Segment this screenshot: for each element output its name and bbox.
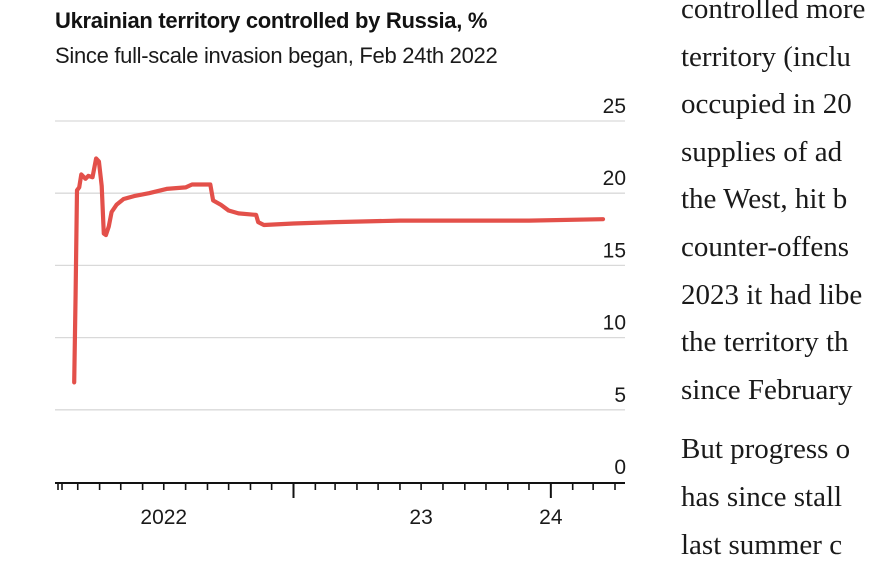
article-paragraph-1-line: the territory th bbox=[681, 326, 849, 359]
gridlines bbox=[55, 120, 625, 411]
article-paragraph-1-line: since February bbox=[681, 373, 853, 406]
chart-title: Ukrainian territory controlled by Russia… bbox=[55, 8, 488, 33]
y-tick-label: 0 bbox=[614, 456, 626, 479]
y-tick-label: 10 bbox=[603, 312, 626, 335]
x-tick-label: 24 bbox=[539, 506, 563, 529]
article-text: controlled more territory (inclu occupied … bbox=[681, 0, 873, 581]
article-paragraph-1-line: occupied in 20 bbox=[681, 88, 852, 121]
article-paragraph-2-line: But progress o bbox=[681, 433, 851, 466]
line-chart: 0 5 10 15 20 25 2022 23 24 bbox=[55, 95, 626, 529]
y-tick-label: 20 bbox=[603, 167, 626, 190]
article-paragraph-1-line: 2023 it had libe bbox=[681, 278, 863, 311]
y-axis-tick-labels: 0 5 10 15 20 25 bbox=[603, 95, 626, 479]
article-paragraph-1-line: territory (inclu bbox=[681, 40, 851, 73]
article-paragraph-2-line: has since stall bbox=[681, 480, 843, 513]
article-paragraph-1-line: supplies of ad bbox=[681, 135, 843, 168]
article-paragraph-1-line: the West, hit b bbox=[681, 183, 848, 216]
chart-subtitle: Since full-scale invasion began, Feb 24t… bbox=[55, 43, 498, 68]
article-paragraph-2: But progress o has since stall last summer… bbox=[681, 426, 873, 569]
series-line bbox=[72, 156, 606, 385]
series-layer bbox=[72, 156, 606, 385]
y-tick-label: 15 bbox=[603, 239, 626, 262]
article-paragraph-2-line: last summer c bbox=[681, 528, 843, 561]
article-paragraph-1: controlled more territory (inclu occupied … bbox=[681, 0, 873, 414]
x-axis bbox=[55, 482, 625, 498]
x-axis-tick-labels: 2022 23 24 bbox=[140, 506, 562, 529]
x-tick-label: 2022 bbox=[140, 506, 187, 529]
y-tick-label: 25 bbox=[603, 95, 626, 118]
article-paragraph-1-line: counter-offens bbox=[681, 230, 849, 263]
article-paragraph-1-line: controlled more bbox=[681, 0, 866, 25]
x-tick-label: 23 bbox=[409, 506, 432, 529]
y-tick-label: 5 bbox=[614, 384, 626, 407]
